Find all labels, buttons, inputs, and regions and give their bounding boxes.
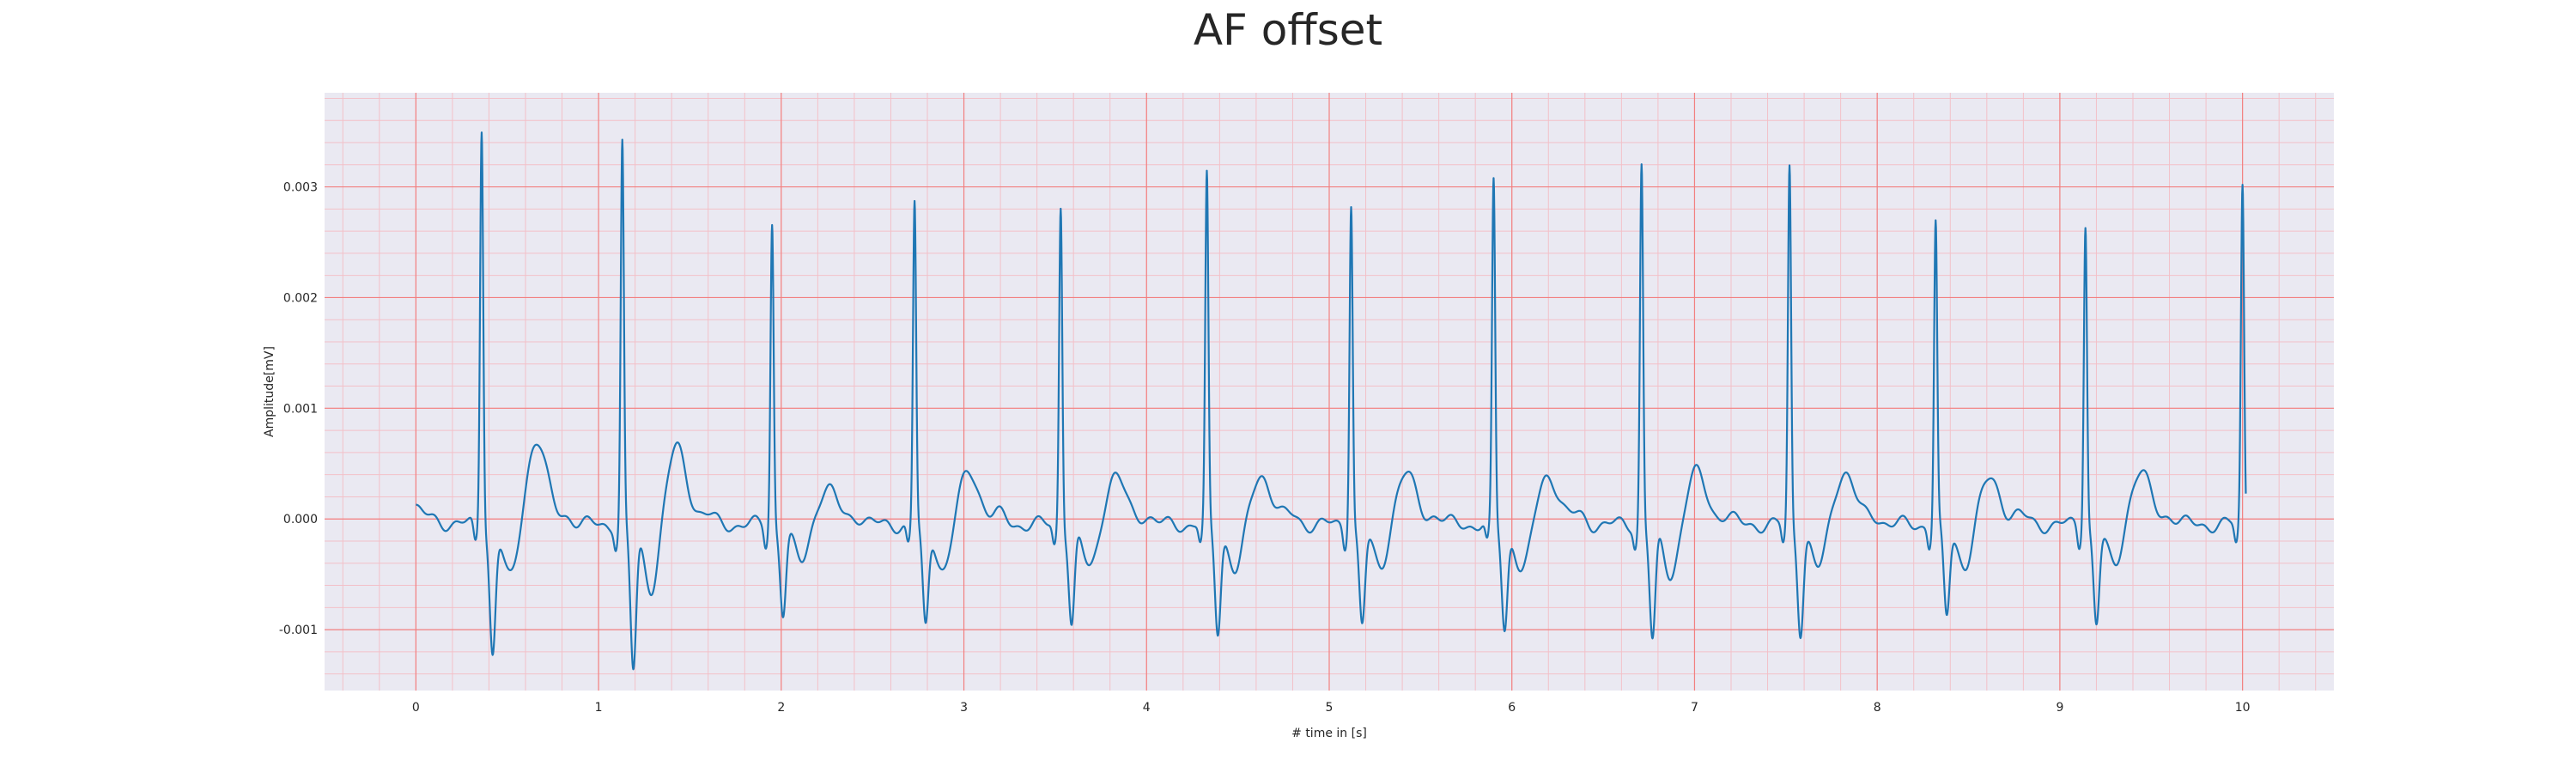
x-tick-label: 1 xyxy=(595,701,603,715)
x-tick-label: 10 xyxy=(2235,701,2251,715)
x-tick-label: 4 xyxy=(1143,701,1151,715)
x-tick-label: 8 xyxy=(1874,701,1881,715)
y-axis-label: Amplitude[mV] xyxy=(263,346,276,437)
y-tick-labels: -0.001 0.000 0.001 0.002 0.003 xyxy=(279,181,318,638)
x-axis-label: # time in [s] xyxy=(1291,727,1367,740)
y-tick-label: 0.000 xyxy=(283,513,318,526)
x-tick-label: 6 xyxy=(1508,701,1516,715)
chart-title: AF offset xyxy=(1193,5,1383,55)
x-tick-labels: 0 1 2 3 4 5 6 7 8 9 10 xyxy=(412,701,2251,715)
y-tick-label: 0.003 xyxy=(283,181,318,195)
series-layer xyxy=(415,131,2247,671)
x-tick-label: 3 xyxy=(960,701,968,715)
x-tick-label: 7 xyxy=(1691,701,1698,715)
y-tick-label: 0.002 xyxy=(283,291,318,305)
y-tick-label: 0.001 xyxy=(283,402,318,416)
x-tick-label: 9 xyxy=(2056,701,2063,715)
x-tick-label: 5 xyxy=(1326,701,1334,715)
x-tick-label: 2 xyxy=(777,701,785,715)
series-line xyxy=(415,131,2247,671)
x-tick-label: 0 xyxy=(412,701,420,715)
y-tick-label: -0.001 xyxy=(279,624,318,637)
major-grid xyxy=(325,93,2334,691)
